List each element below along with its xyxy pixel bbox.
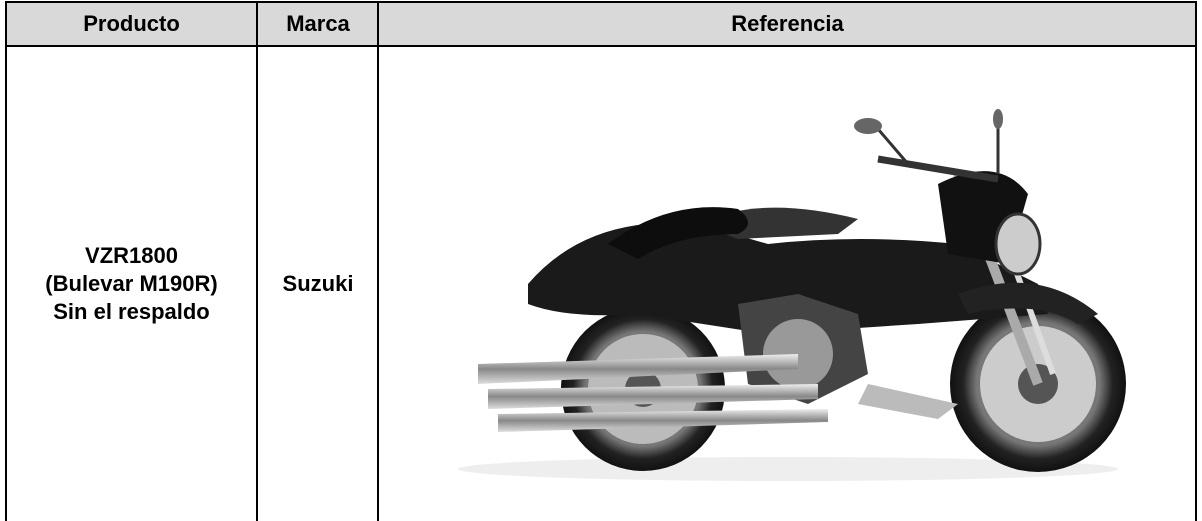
brand-text: Suzuki [282, 270, 354, 296]
reference-cell [379, 46, 1196, 521]
header-text: Referencia [731, 11, 844, 36]
motorcycle-image [457, 108, 1126, 481]
header-text: Marca [286, 11, 350, 36]
header-cell: Referencia [379, 2, 1196, 46]
table-border [377, 2, 379, 521]
header-cell: Producto [6, 2, 257, 46]
product-line: (Bulevar M190R) [45, 270, 218, 296]
header-text: Producto [83, 11, 180, 36]
table-border [5, 1, 1197, 3]
table-border [5, 2, 7, 521]
table-border [1195, 2, 1197, 521]
brand-cell: Suzuki [258, 46, 378, 521]
product-cell: VZR1800 (Bulevar M190R) Sin el respaldo [6, 46, 257, 521]
table-border [256, 2, 258, 521]
header-cell: Marca [258, 2, 378, 46]
product-line: VZR1800 [85, 242, 178, 268]
product-line: Sin el respaldo [53, 298, 210, 324]
table-border [5, 45, 1197, 47]
